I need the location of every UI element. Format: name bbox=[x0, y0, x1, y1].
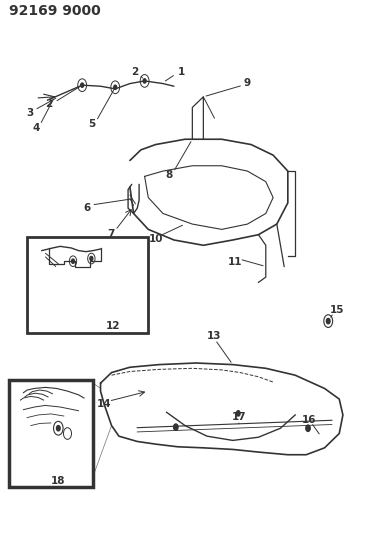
Text: 12: 12 bbox=[106, 321, 121, 331]
Text: 18: 18 bbox=[51, 477, 65, 486]
Text: 13: 13 bbox=[206, 332, 221, 342]
Text: 8: 8 bbox=[165, 171, 172, 180]
Text: 11: 11 bbox=[227, 257, 242, 267]
Text: 5: 5 bbox=[88, 119, 95, 130]
Circle shape bbox=[90, 256, 93, 261]
Circle shape bbox=[81, 83, 84, 87]
Text: 14: 14 bbox=[97, 399, 111, 409]
Text: 16: 16 bbox=[302, 415, 316, 425]
Circle shape bbox=[71, 259, 74, 263]
Circle shape bbox=[114, 85, 117, 90]
Text: 10: 10 bbox=[148, 234, 163, 244]
Text: 2: 2 bbox=[46, 99, 53, 109]
Text: 92169 9000: 92169 9000 bbox=[9, 4, 101, 18]
Text: 17: 17 bbox=[232, 412, 247, 422]
Circle shape bbox=[174, 424, 178, 430]
Text: 9: 9 bbox=[243, 77, 250, 87]
Circle shape bbox=[326, 318, 330, 324]
Text: 6: 6 bbox=[83, 203, 90, 213]
Text: 3: 3 bbox=[26, 108, 34, 118]
Bar bbox=[9, 381, 93, 487]
Text: 15: 15 bbox=[330, 305, 344, 315]
Text: 2: 2 bbox=[131, 68, 138, 77]
Text: 7: 7 bbox=[107, 229, 114, 239]
Text: 1: 1 bbox=[178, 67, 185, 77]
Circle shape bbox=[57, 425, 60, 431]
Bar bbox=[27, 237, 148, 333]
Circle shape bbox=[236, 411, 240, 416]
Text: 4: 4 bbox=[33, 123, 40, 133]
Circle shape bbox=[306, 425, 310, 431]
Circle shape bbox=[143, 79, 146, 83]
